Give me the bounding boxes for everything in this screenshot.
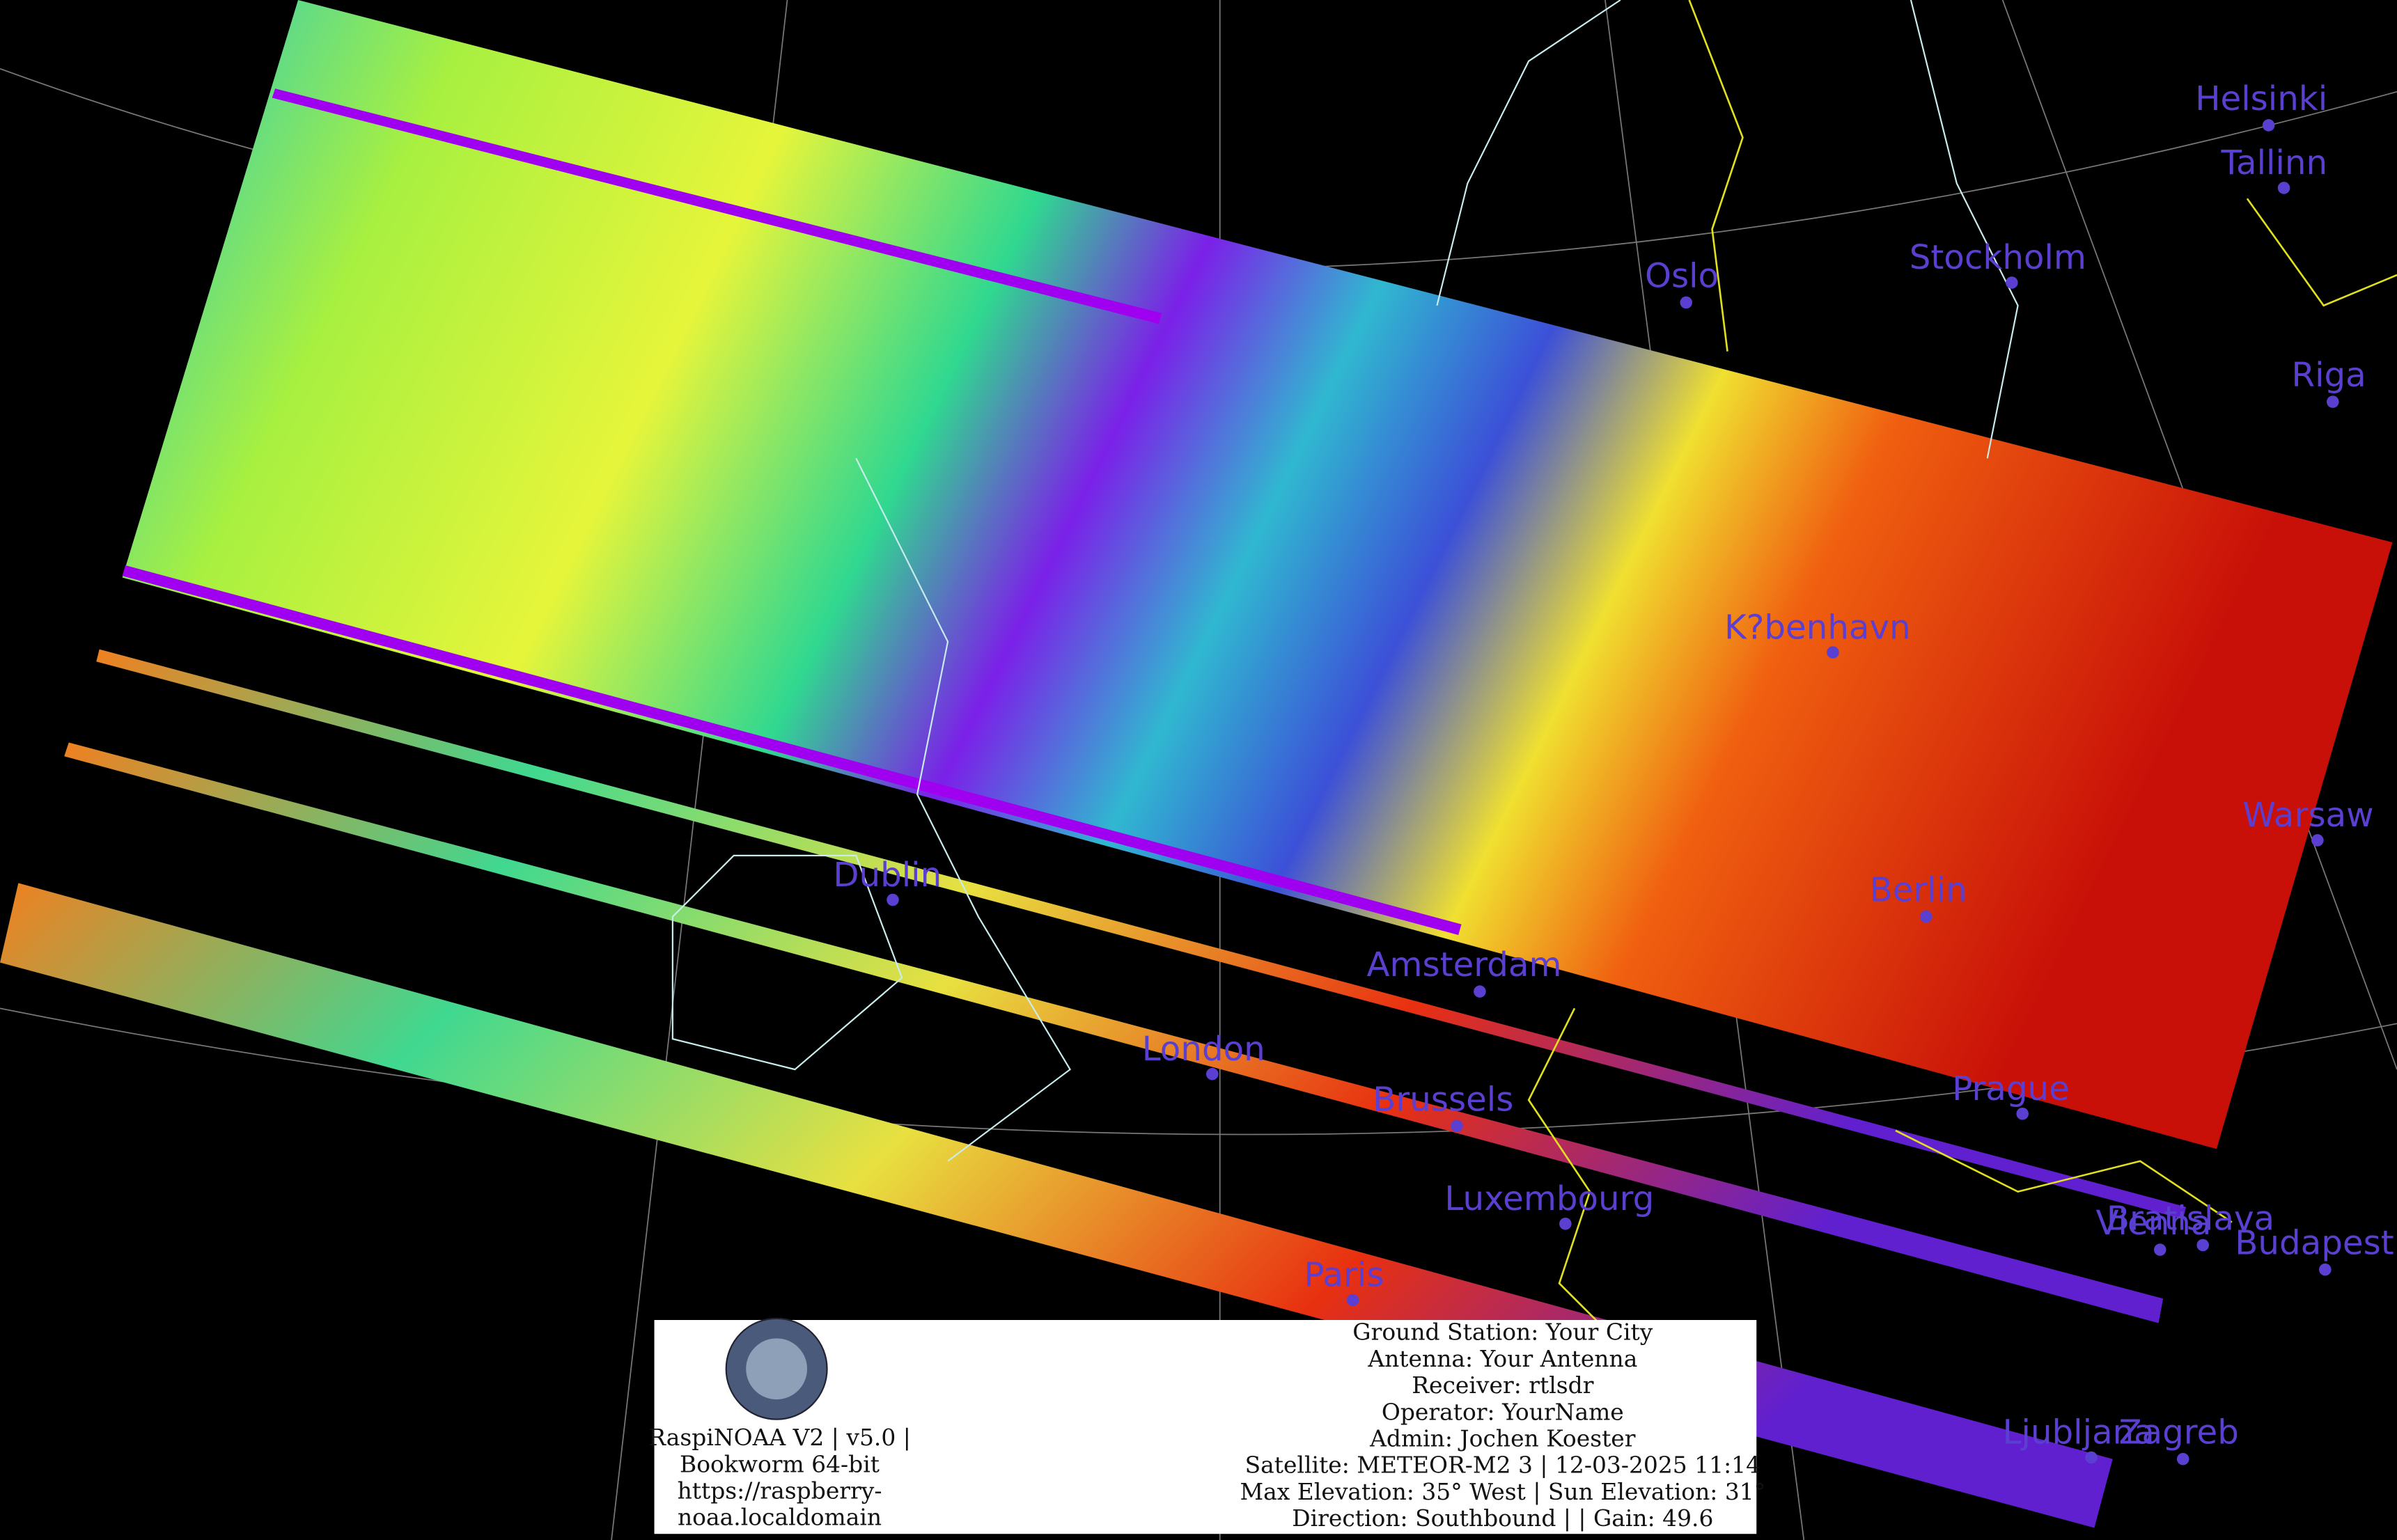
city-label: Amsterdam: [1366, 945, 1561, 984]
city-marker: [1474, 985, 1486, 998]
city-label: Riga: [2292, 356, 2366, 395]
city-marker: [1205, 1067, 1219, 1081]
coastlines: [671, 0, 2019, 1162]
city-label: Ljubljana: [2003, 1413, 2155, 1452]
info-right-line: Admin: Jochen Koester: [1369, 1424, 1636, 1452]
info-left-line: noaa.localdomain: [678, 1504, 882, 1531]
city-label: Brussels: [1373, 1080, 1513, 1119]
swath-line: [272, 88, 1162, 324]
city-marker: [1559, 1217, 1572, 1230]
city-marker: [2176, 1452, 2189, 1466]
info-left-line: RaspiNOAA V2 | v5.0 |: [648, 1424, 911, 1451]
info-box: [654, 1320, 1757, 1534]
station-logo-globe: [746, 1338, 808, 1400]
swath-strip: [96, 649, 2187, 1220]
borders: [1527, 0, 2397, 1376]
city-marker: [1827, 646, 1839, 659]
city-label: Vienna: [2096, 1204, 2212, 1243]
city-label: Zagreb: [2118, 1413, 2238, 1452]
city-marker: [2085, 1451, 2098, 1464]
city-marker: [2262, 119, 2275, 132]
city-marker: [2327, 395, 2339, 408]
info-right-line: Antenna: Your Antenna: [1367, 1345, 1637, 1372]
city-labels: Helsinki Tallinn Stockholm Oslo Riga K?benhav…: [833, 79, 2394, 1466]
city-label: K?benhavn: [1724, 608, 1911, 647]
city-marker: [1920, 910, 1933, 923]
city-label: Tallinn: [2221, 143, 2328, 182]
city-marker: [2311, 834, 2324, 847]
city-label: Paris: [1304, 1256, 1384, 1295]
city-marker: [2277, 182, 2290, 194]
city-marker: [1451, 1119, 1463, 1133]
swath-strip: [64, 742, 2164, 1323]
city-label: Prague: [1952, 1069, 2070, 1108]
city-label: London: [1142, 1030, 1265, 1069]
city-marker: [1680, 296, 1693, 309]
swath: [122, 0, 2393, 1149]
city-marker: [2319, 1263, 2332, 1276]
city-label: Berlin: [1870, 871, 1967, 910]
city-label: Dublin: [833, 856, 942, 895]
info-right-line: Direction: Southbound | | Gain: 49.6: [1292, 1504, 1713, 1532]
info-left-line: https://raspberry-: [678, 1477, 882, 1504]
city-marker: [2006, 276, 2018, 289]
city-marker: [1346, 1294, 1359, 1307]
city-label: Bratislava: [2107, 1200, 2274, 1239]
city-label: Budapest: [2235, 1224, 2394, 1263]
city-label: Helsinki: [2195, 79, 2327, 118]
city-marker: [2153, 1243, 2166, 1256]
city-marker: [2016, 1107, 2029, 1120]
city-label: Warsaw: [2242, 796, 2373, 835]
city-label: Stockholm: [1910, 238, 2086, 277]
info-right-line: Max Elevation: 35° West | Sun Elevation:…: [1240, 1478, 1765, 1505]
info-right-line: Satellite: METEOR-M2 3 | 12-03-2025 11:1…: [1245, 1452, 1760, 1479]
city-marker: [887, 893, 899, 906]
info-text: RaspiNOAA V2 | v5.0 |Bookworm 64-bithttp…: [648, 1319, 1765, 1532]
info-right-line: Receiver: rtlsdr: [1412, 1372, 1593, 1399]
city-marker: [2196, 1239, 2209, 1252]
city-label: Luxembourg: [1444, 1179, 1654, 1218]
info-left-line: Bookworm 64-bit: [680, 1450, 880, 1477]
city-label: Oslo: [1645, 257, 1719, 296]
info-right-line: Ground Station: Your City: [1352, 1319, 1653, 1346]
info-right-line: Operator: YourName: [1382, 1398, 1624, 1425]
swath-line: [122, 565, 1462, 935]
